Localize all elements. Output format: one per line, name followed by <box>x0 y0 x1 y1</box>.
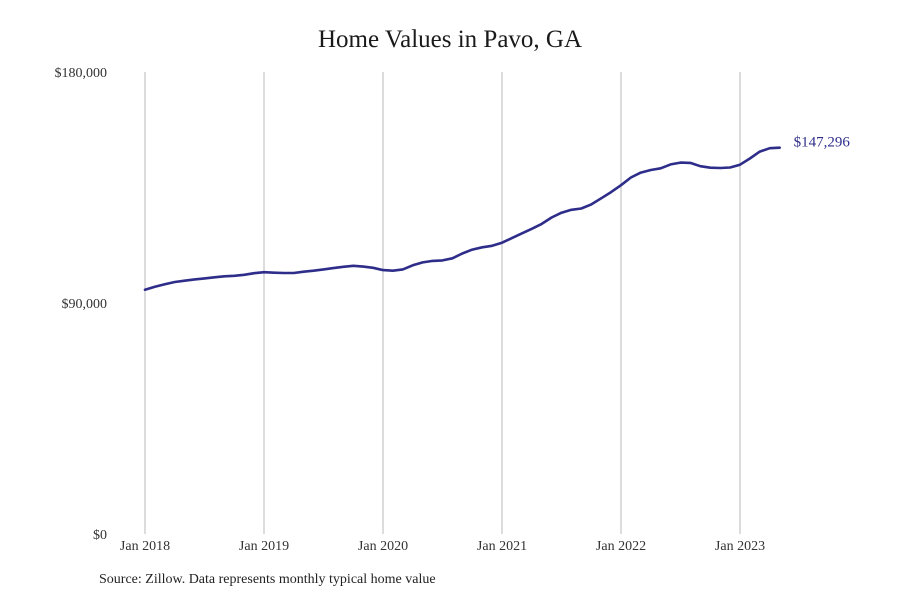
x-tick-label: Jan 2020 <box>358 539 408 554</box>
x-tick-label: Jan 2018 <box>120 539 170 554</box>
chart-title: Home Values in Pavo, GA <box>317 26 583 53</box>
x-tick-label: Jan 2023 <box>715 539 765 554</box>
y-tick-label: $180,000 <box>55 66 108 81</box>
source-note: Source: Zillow. Data represents monthly … <box>99 572 436 587</box>
y-tick-label: $90,000 <box>62 297 108 312</box>
y-axis-ticks: $0 $90,000 $180,000 <box>55 66 108 543</box>
x-axis-ticks: Jan 2018 Jan 2019 Jan 2020 Jan 2021 Jan 2022… <box>120 539 765 554</box>
x-tick-label: Jan 2019 <box>239 539 289 554</box>
y-tick-label: $0 <box>93 528 107 543</box>
x-tick-label: Jan 2021 <box>477 539 527 554</box>
x-tick-label: Jan 2022 <box>596 539 646 554</box>
grid-layer <box>144 72 741 534</box>
series-line <box>143 146 781 291</box>
end-value-label: $147,296 <box>794 135 851 151</box>
